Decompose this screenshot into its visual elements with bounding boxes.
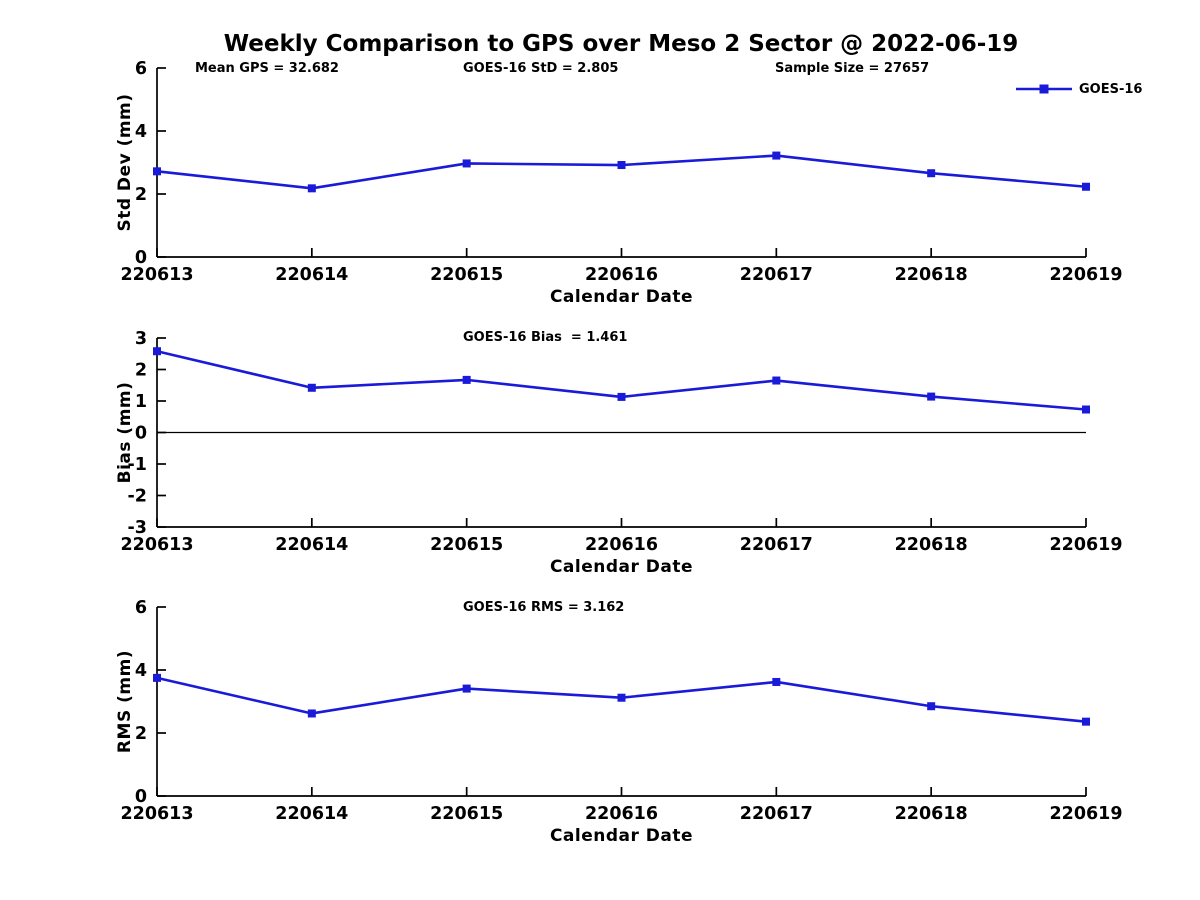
annotation-sample-size: Sample Size = 27657 — [775, 61, 930, 76]
x-tick-label: 220618 — [895, 804, 968, 824]
x-tick-label: 220617 — [740, 265, 813, 285]
annotation-goes16-bias: GOES-16 Bias = 1.461 — [463, 330, 628, 345]
y-tick-label: 4 — [135, 661, 147, 681]
x-axis-label: Calendar Date — [550, 826, 693, 846]
x-tick-label: 220615 — [430, 265, 503, 285]
data-point-marker — [927, 702, 936, 711]
data-point-marker — [462, 159, 471, 168]
legend: GOES-16 — [1016, 81, 1142, 97]
x-axis-label: Calendar Date — [550, 557, 693, 577]
series-line — [156, 154, 1087, 190]
x-tick-label: 220616 — [585, 265, 658, 285]
y-tick-label: -2 — [128, 487, 147, 507]
figure-title: Weekly Comparison to GPS over Meso 2 Sec… — [223, 31, 1019, 57]
y-tick-label: 2 — [135, 185, 147, 205]
data-point-marker — [153, 347, 161, 356]
x-tick-label: 220615 — [430, 804, 503, 824]
annotation-mean-gps: Mean GPS = 32.682 — [195, 61, 339, 76]
y-tick-label: 1 — [135, 392, 147, 412]
x-tick-label: 220617 — [740, 535, 813, 555]
data-point-marker — [1082, 717, 1090, 726]
annotation-goes16-std: GOES-16 StD = 2.805 — [463, 61, 619, 76]
x-tick-label: 220613 — [120, 535, 193, 555]
data-point-marker — [927, 392, 936, 401]
x-tick-label: 220618 — [895, 535, 968, 555]
x-tick-label: 220613 — [120, 265, 193, 285]
data-point-marker — [462, 375, 471, 384]
x-tick-label: 220615 — [430, 535, 503, 555]
data-point-marker — [1082, 405, 1090, 414]
x-tick-label: 220619 — [1049, 804, 1122, 824]
y-tick-label: 6 — [135, 59, 147, 79]
x-tick-label: 220614 — [275, 804, 348, 824]
y-tick-label: -1 — [128, 455, 147, 475]
data-point-marker — [1082, 182, 1090, 191]
y-tick-label: 0 — [135, 248, 147, 268]
data-point-marker — [772, 677, 781, 686]
data-point-marker — [153, 673, 161, 682]
y-tick-label: 2 — [135, 361, 147, 381]
y-tick-label: 0 — [135, 787, 147, 807]
data-point-marker — [153, 167, 161, 176]
data-point-marker — [617, 161, 626, 170]
y-tick-label: 0 — [135, 424, 147, 444]
data-point-marker — [617, 392, 626, 401]
x-tick-label: 220614 — [275, 265, 348, 285]
data-point-marker — [307, 709, 316, 718]
data-point-marker — [772, 376, 781, 385]
x-tick-label: 220616 — [585, 535, 658, 555]
data-point-marker — [307, 184, 316, 193]
std-dev-chart: 0 2 4 6 220613 220614 220615 220616 220617 220618… — [115, 59, 1123, 307]
x-tick-label: 220613 — [120, 804, 193, 824]
rms-chart: 0 2 4 6 220613 220614 220615 220616 220617 220618… — [115, 598, 1123, 846]
y-tick-label: 4 — [135, 122, 147, 142]
y-axis-label: Bias (mm) — [115, 382, 135, 484]
x-tick-label: 220618 — [895, 265, 968, 285]
legend-label: GOES-16 — [1079, 81, 1143, 97]
data-point-marker — [617, 693, 626, 702]
x-tick-label: 220614 — [275, 535, 348, 555]
y-axis-label: Std Dev (mm) — [115, 93, 135, 231]
x-axis-label: Calendar Date — [550, 287, 693, 307]
x-tick-label: 220619 — [1049, 265, 1122, 285]
x-tick-label: 220616 — [585, 804, 658, 824]
data-point-marker — [462, 684, 471, 693]
data-point-marker — [927, 169, 936, 178]
x-tick-label: 220617 — [740, 804, 813, 824]
legend-swatch — [1016, 84, 1072, 94]
y-tick-label: -3 — [128, 518, 147, 538]
data-point-marker — [772, 151, 781, 160]
x-tick-label: 220619 — [1049, 535, 1122, 555]
y-tick-label: 3 — [135, 329, 147, 349]
data-point-marker — [307, 383, 316, 392]
y-axis-label: RMS (mm) — [115, 650, 135, 753]
legend-marker-icon — [1039, 84, 1049, 94]
y-tick-label: 6 — [135, 598, 147, 618]
annotation-goes16-rms: GOES-16 RMS = 3.162 — [463, 600, 625, 615]
y-tick-label: 2 — [135, 724, 147, 744]
